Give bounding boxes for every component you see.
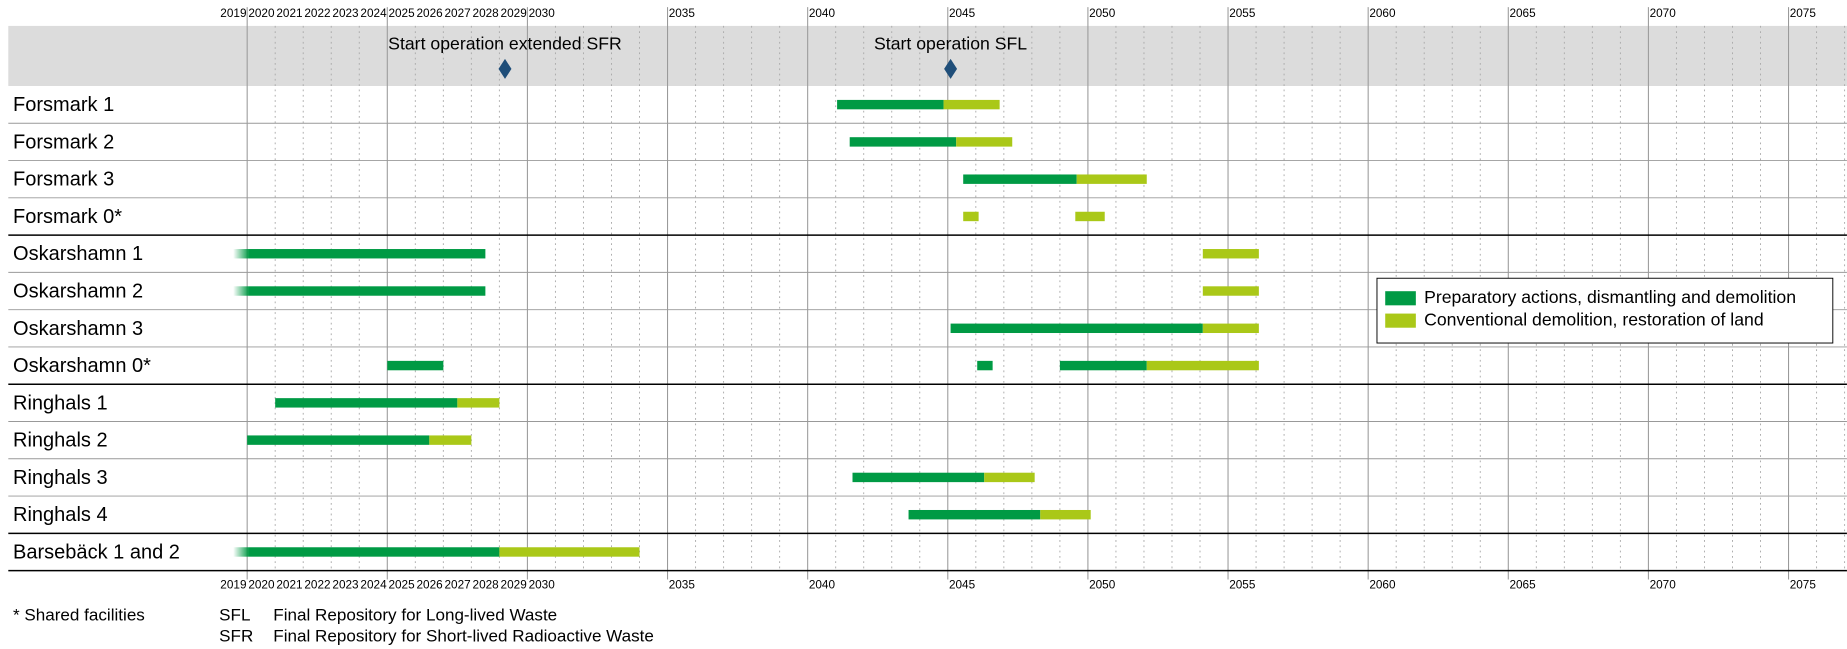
bar (837, 99, 944, 110)
x-tick-label: 2030 (529, 7, 556, 20)
x-tick-label: 2070 (1650, 579, 1677, 592)
row-label: Forsmark 2 (13, 131, 114, 153)
row-label: Oskarshamn 1 (13, 243, 143, 265)
x-tick-label: 2025 (388, 579, 415, 592)
row-label: Forsmark 1 (13, 94, 114, 116)
row-label: Oskarshamn 2 (13, 280, 143, 302)
bar (233, 286, 486, 296)
x-tick-label: 2035 (669, 579, 696, 592)
bar (1059, 360, 1147, 371)
x-tick-label: 2020 (248, 7, 275, 20)
x-tick-label: 2022 (304, 7, 330, 20)
x-tick-label: 2028 (473, 579, 500, 592)
bar (1202, 286, 1259, 296)
row-label: Ringhals 3 (13, 467, 108, 489)
x-tick-label: 2024 (360, 579, 387, 592)
bar (963, 174, 1077, 184)
bar (499, 547, 640, 557)
row-label: Ringhals 2 (13, 430, 108, 452)
x-tick-label: 2026 (416, 7, 443, 20)
milestone-label: Start operation SFL (874, 33, 1027, 53)
x-tick-label: 2029 (501, 579, 527, 592)
bar (1202, 323, 1259, 334)
bar (950, 323, 1203, 334)
x-tick-label: 2035 (669, 7, 696, 20)
row-label: Barsebäck 1 and 2 (13, 541, 180, 563)
bar (457, 398, 500, 408)
bar (963, 211, 979, 222)
bar (1076, 174, 1147, 184)
header-band (8, 25, 1847, 86)
milestone-marker (944, 58, 958, 79)
legend-swatch (1385, 291, 1416, 306)
bar (977, 360, 993, 371)
bar (984, 472, 1035, 483)
bar (233, 249, 486, 259)
x-tick-label: 2023 (332, 579, 359, 592)
x-tick-label: 2060 (1369, 7, 1396, 20)
x-tick-label: 2019 (220, 579, 246, 592)
row-label: Ringhals 1 (13, 392, 108, 414)
row-label: Forsmark 0* (13, 206, 122, 228)
x-tick-label: 2045 (949, 7, 976, 20)
x-tick-label: 2030 (529, 579, 556, 592)
x-tick-label: 2021 (276, 7, 302, 20)
abbreviation: SFR (219, 627, 253, 646)
row-label: Ringhals 4 (13, 504, 108, 526)
row-label: Oskarshamn 3 (13, 318, 143, 340)
x-tick-label: 2027 (445, 579, 471, 592)
x-tick-label: 2065 (1509, 7, 1536, 20)
x-tick-label: 2065 (1509, 579, 1536, 592)
x-tick-label: 2023 (332, 7, 359, 20)
bar (1040, 509, 1091, 520)
bar (247, 435, 430, 445)
bar (943, 99, 1000, 110)
x-tick-label: 2045 (949, 579, 976, 592)
x-tick-label: 2024 (360, 7, 387, 20)
x-tick-label: 2019 (220, 7, 246, 20)
row-label: Oskarshamn 0* (13, 355, 151, 377)
x-tick-label: 2050 (1089, 7, 1116, 20)
bar (387, 360, 444, 371)
bar (1075, 211, 1105, 222)
x-tick-label: 2060 (1369, 579, 1396, 592)
x-tick-label: 2021 (276, 579, 302, 592)
x-tick-label: 2075 (1790, 579, 1817, 592)
x-tick-label: 2040 (809, 579, 836, 592)
abbreviation-text: Final Repository for Short-lived Radioac… (273, 627, 654, 646)
legend-box (1376, 277, 1834, 344)
milestone-label: Start operation extended SFR (388, 33, 622, 53)
x-tick-label: 2025 (388, 7, 415, 20)
x-tick-label: 2055 (1229, 7, 1256, 20)
bar (233, 547, 500, 557)
x-tick-label: 2070 (1650, 7, 1677, 20)
abbreviation-text: Final Repository for Long-lived Waste (273, 606, 557, 625)
legend: Preparatory actions, dismantling and dem… (1376, 277, 1834, 344)
bar (956, 137, 1013, 147)
bar (1202, 249, 1259, 259)
x-tick-label: 2022 (304, 579, 330, 592)
x-tick-label: 2020 (248, 579, 275, 592)
row-label: Forsmark 3 (13, 169, 114, 191)
x-tick-label: 2040 (809, 7, 836, 20)
x-tick-label: 2050 (1089, 579, 1116, 592)
bar (908, 509, 1041, 520)
legend-label: Conventional demolition, restoration of … (1424, 309, 1764, 329)
x-tick-label: 2029 (501, 7, 527, 20)
bar (849, 137, 957, 147)
bar (429, 435, 472, 445)
x-tick-label: 2075 (1790, 7, 1817, 20)
abbreviation: SFL (219, 606, 250, 625)
legend-swatch (1385, 313, 1416, 328)
x-tick-label: 2028 (473, 7, 500, 20)
x-tick-label: 2027 (445, 7, 471, 20)
legend-label: Preparatory actions, dismantling and dem… (1424, 287, 1796, 307)
x-tick-label: 2055 (1229, 579, 1256, 592)
bar (1146, 360, 1259, 371)
bar (275, 398, 458, 408)
x-tick-label: 2026 (416, 579, 443, 592)
bar (852, 472, 985, 483)
footnote: * Shared facilities (13, 606, 145, 625)
